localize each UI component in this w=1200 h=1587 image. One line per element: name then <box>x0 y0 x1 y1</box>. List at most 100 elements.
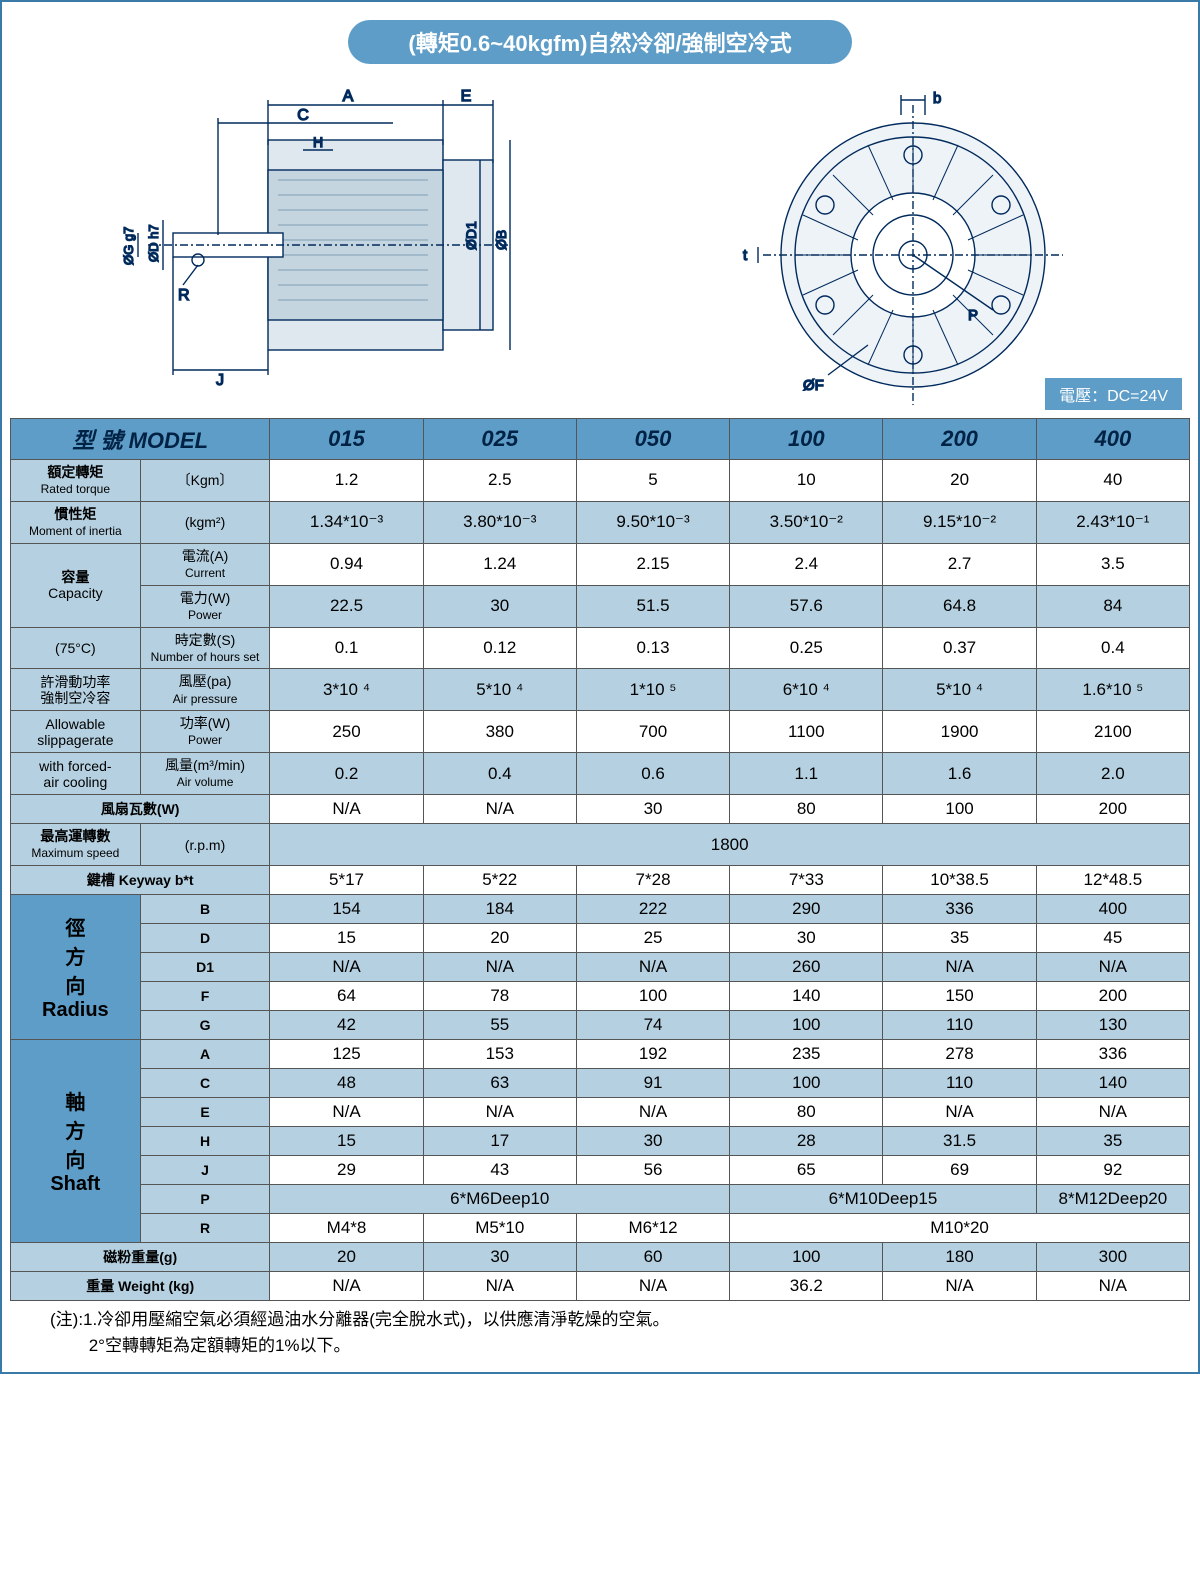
spec-cell: 84 <box>1036 585 1189 627</box>
spec-cell: 2.4 <box>730 543 883 585</box>
spec-cell: N/A <box>883 953 1036 982</box>
row-unit: (kgm²) <box>140 501 270 543</box>
spec-cell: 222 <box>576 895 729 924</box>
spec-cell: 15 <box>270 924 423 953</box>
powder-label: 磁粉重量(g) <box>11 1243 270 1272</box>
spec-cell: 2.7 <box>883 543 1036 585</box>
weight-label: 重量 Weight (kg) <box>11 1272 270 1301</box>
spec-cell: 380 <box>423 711 576 753</box>
dim-key: D1 <box>140 953 270 982</box>
dim-key: G <box>140 1011 270 1040</box>
spec-cell: 42 <box>270 1011 423 1040</box>
note-2: 2°空轉轉矩為定額轉矩的1%以下。 <box>50 1333 1150 1359</box>
spec-cell: N/A <box>576 953 729 982</box>
spec-cell: 30 <box>576 795 729 824</box>
spec-cell: 180 <box>883 1243 1036 1272</box>
model-col: 050 <box>576 419 729 460</box>
spec-cell: 3.50*10⁻² <box>730 501 883 543</box>
spec-cell: 40 <box>1036 460 1189 502</box>
capacity-label: 容量Capacity <box>11 543 141 627</box>
spec-cell: 78 <box>423 982 576 1011</box>
spec-cell: 64.8 <box>883 585 1036 627</box>
spec-cell: 0.12 <box>423 627 576 669</box>
spec-cell: 200 <box>1036 982 1189 1011</box>
spec-cell: N/A <box>270 795 423 824</box>
page-title: (轉矩0.6~40kgfm)自然冷卻/強制空冷式 <box>348 20 851 64</box>
keyway-label: 鍵槽 Keyway b*t <box>11 866 270 895</box>
slip-label: with forced-air cooling <box>11 753 141 795</box>
dim-H: H <box>313 134 323 150</box>
dim-D: ØD h7 <box>146 224 161 262</box>
spec-cell: 2.5 <box>423 460 576 502</box>
spec-cell: 20 <box>883 460 1036 502</box>
spec-cell: 400 <box>1036 895 1189 924</box>
row-label: 慣性矩Moment of inertia <box>11 501 141 543</box>
spec-cell: 20 <box>270 1243 423 1272</box>
dim-key: C <box>140 1069 270 1098</box>
dim-key: R <box>140 1214 270 1243</box>
spec-cell: 36.2 <box>730 1272 883 1301</box>
spec-cell: 1.2 <box>270 460 423 502</box>
spec-cell: 64 <box>270 982 423 1011</box>
spec-cell: N/A <box>883 1098 1036 1127</box>
spec-cell: 25 <box>576 924 729 953</box>
spec-cell: 154 <box>270 895 423 924</box>
spec-cell: N/A <box>1036 1098 1189 1127</box>
spec-cell: 700 <box>576 711 729 753</box>
dim-key: D <box>140 924 270 953</box>
spec-cell: 5*10 ⁴ <box>423 669 576 711</box>
spec-cell: 192 <box>576 1040 729 1069</box>
spec-cell: 0.4 <box>1036 627 1189 669</box>
sub-label: 風量(m³/min)Air volume <box>140 753 270 795</box>
spec-cell: 22.5 <box>270 585 423 627</box>
shaft-group: 軸方向Shaft <box>11 1040 141 1243</box>
spec-cell: 15 <box>270 1127 423 1156</box>
sub-label: 功率(W)Power <box>140 711 270 753</box>
maxspeed-val: 1800 <box>270 824 1190 866</box>
spec-cell: N/A <box>1036 953 1189 982</box>
spec-cell: 57.6 <box>730 585 883 627</box>
spec-cell: 0.1 <box>270 627 423 669</box>
spec-cell: 7*28 <box>576 866 729 895</box>
diagram-area: A E C H ØG g7 ØD h7 ØB ØD1 J R <box>10 80 1190 410</box>
spec-cell: 17 <box>423 1127 576 1156</box>
model-col: 400 <box>1036 419 1189 460</box>
spec-cell: 9.50*10⁻³ <box>576 501 729 543</box>
spec-cell: 278 <box>883 1040 1036 1069</box>
dim-D1: ØD1 <box>463 221 479 250</box>
spec-cell: 100 <box>730 1243 883 1272</box>
spec-cell: 31.5 <box>883 1127 1036 1156</box>
dim-t: t <box>743 247 748 264</box>
spec-cell: 1900 <box>883 711 1036 753</box>
spec-cell: 45 <box>1036 924 1189 953</box>
spec-cell: M6*12 <box>576 1214 729 1243</box>
spec-cell: N/A <box>423 1272 576 1301</box>
spec-cell: 1.1 <box>730 753 883 795</box>
spec-cell: 336 <box>883 895 1036 924</box>
spec-cell: N/A <box>576 1272 729 1301</box>
spec-cell: 10 <box>730 460 883 502</box>
spec-cell: 3.5 <box>1036 543 1189 585</box>
spec-table: 型 號 MODEL 015 025 050 100 200 400 額定轉矩Ra… <box>10 418 1190 1301</box>
maxspeed-label: 最高運轉數Maximum speed <box>11 824 141 866</box>
dim-G: ØG g7 <box>121 227 136 265</box>
spec-cell: 30 <box>423 585 576 627</box>
spec-cell: N/A <box>423 953 576 982</box>
spec-cell: 91 <box>576 1069 729 1098</box>
spec-cell: 5*10 ⁴ <box>883 669 1036 711</box>
spec-cell: 60 <box>576 1243 729 1272</box>
spec-cell: N/A <box>270 1098 423 1127</box>
spec-cell: N/A <box>270 1272 423 1301</box>
voltage-badge: 電壓：DC=24V <box>1045 378 1182 410</box>
spec-cell: 1.6 <box>883 753 1036 795</box>
dim-C: C <box>297 107 309 124</box>
spec-cell: 29 <box>270 1156 423 1185</box>
spec-cell: 0.37 <box>883 627 1036 669</box>
spec-cell: 5*17 <box>270 866 423 895</box>
spec-cell: N/A <box>423 1098 576 1127</box>
spec-cell: 100 <box>730 1011 883 1040</box>
spec-cell: N/A <box>576 1098 729 1127</box>
spec-cell: 0.6 <box>576 753 729 795</box>
spec-cell: 100 <box>576 982 729 1011</box>
spec-cell: 63 <box>423 1069 576 1098</box>
